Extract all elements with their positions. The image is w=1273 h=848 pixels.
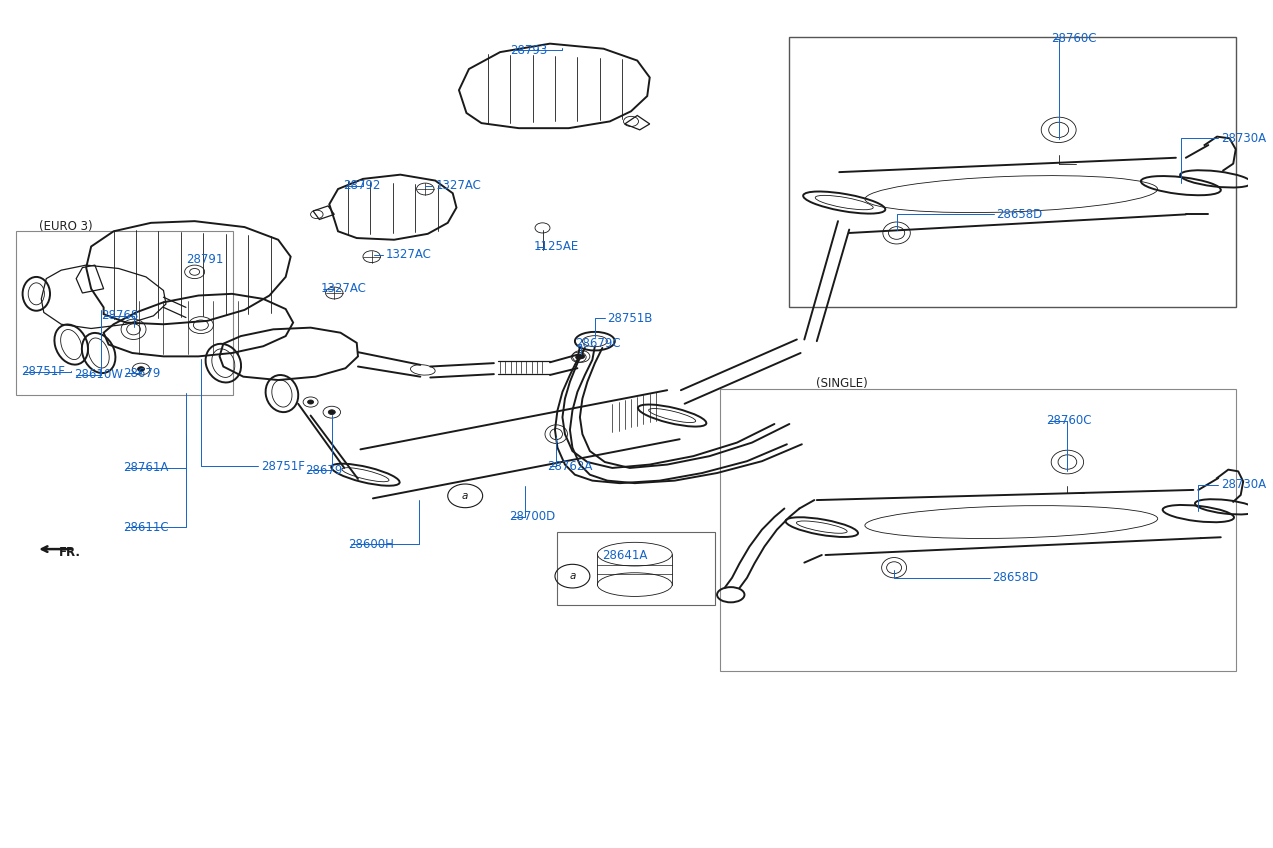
- Text: a: a: [462, 491, 468, 501]
- Text: 28791: 28791: [186, 253, 223, 265]
- Text: FR.: FR.: [59, 546, 80, 559]
- Text: 28793: 28793: [510, 44, 547, 57]
- Circle shape: [137, 366, 145, 371]
- Text: 28679: 28679: [123, 367, 160, 380]
- Circle shape: [308, 400, 313, 404]
- Text: 28679C: 28679C: [575, 338, 620, 350]
- Circle shape: [575, 355, 582, 360]
- Text: 28751B: 28751B: [607, 312, 653, 325]
- Text: 28751F: 28751F: [261, 460, 304, 473]
- Circle shape: [328, 410, 335, 415]
- Text: 28730A: 28730A: [1221, 131, 1265, 145]
- Text: 1125AE: 1125AE: [533, 240, 579, 253]
- Text: 1327AC: 1327AC: [321, 282, 367, 295]
- Text: 28610W: 28610W: [74, 369, 122, 382]
- Text: 28768: 28768: [101, 310, 139, 322]
- Text: 28600H: 28600H: [348, 538, 393, 550]
- Circle shape: [578, 354, 584, 359]
- Text: 28611C: 28611C: [123, 521, 169, 533]
- Text: 28760C: 28760C: [1046, 414, 1092, 427]
- Text: (EURO 3): (EURO 3): [38, 220, 93, 232]
- Text: 28792: 28792: [342, 179, 381, 192]
- Text: 28700D: 28700D: [509, 510, 555, 523]
- Text: a: a: [569, 572, 575, 581]
- Text: 28679: 28679: [306, 464, 342, 477]
- Text: 28762A: 28762A: [547, 460, 593, 473]
- Text: (SINGLE): (SINGLE): [816, 377, 867, 390]
- Text: 28761A: 28761A: [123, 461, 169, 474]
- Text: 28658D: 28658D: [997, 208, 1043, 220]
- Text: 28641A: 28641A: [602, 549, 648, 561]
- Text: 1327AC: 1327AC: [386, 248, 432, 261]
- Text: 28658D: 28658D: [993, 572, 1039, 584]
- Text: 1327AC: 1327AC: [435, 179, 481, 192]
- Text: 28751F: 28751F: [22, 365, 65, 378]
- Text: 28760C: 28760C: [1051, 32, 1097, 45]
- Text: 28730A: 28730A: [1221, 478, 1265, 491]
